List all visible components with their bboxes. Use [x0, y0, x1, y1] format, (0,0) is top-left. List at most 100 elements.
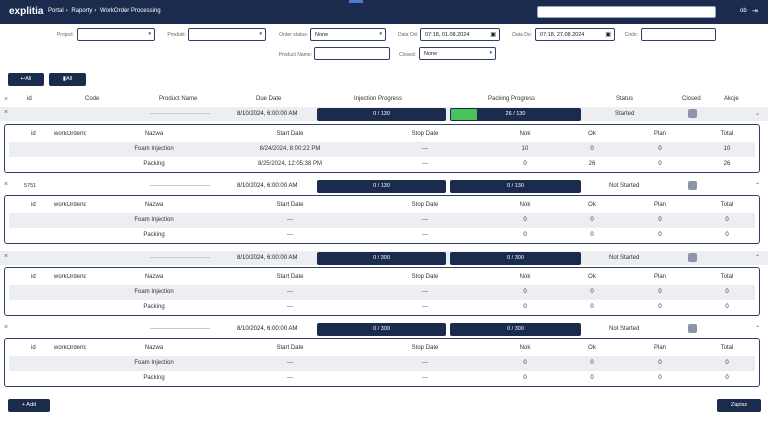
detail-header-cell[interactable]: Stop Date [411, 202, 439, 208]
detail-header-cell[interactable]: Plan [653, 131, 667, 137]
detail-cell: 0 [658, 161, 662, 167]
closed-checkbox[interactable] [688, 324, 697, 333]
detail-header-cell[interactable]: Total [720, 274, 734, 280]
chevron-down-icon: ▾ [379, 31, 382, 37]
calendar-icon[interactable]: ▣ [490, 32, 496, 38]
order-row[interactable]: × 5751 8/10/2024, 6:00:00 AM 0 / 130 0 / 130… [0, 179, 768, 193]
detail-cell: 0 [658, 289, 662, 295]
clear-all-icon[interactable]: × [4, 96, 9, 103]
detail-header-cell[interactable]: workOrderId [54, 131, 86, 137]
detail-cell: --- [422, 375, 428, 381]
header-code[interactable]: Code [85, 96, 100, 102]
detail-cell: 0 [590, 360, 594, 366]
detail-header-cell[interactable]: Stop Date [411, 345, 439, 351]
detail-header-cell[interactable]: Stop Date [411, 274, 439, 280]
detail-cell: 0 [590, 146, 594, 152]
detail-header-cell[interactable]: id [31, 202, 36, 208]
detail-header-cell[interactable]: Ok [588, 202, 596, 208]
date-from-input[interactable]: 07:18, 01.08.2024 ▣ [420, 28, 500, 41]
closed-checkbox[interactable] [688, 109, 697, 118]
header-product-name[interactable]: Product Name [159, 96, 198, 102]
detail-header-cell[interactable]: Plan [653, 202, 667, 208]
header-due-date[interactable]: Due Date [256, 96, 282, 102]
detail-cell: 0 [590, 289, 594, 295]
expand-caret-icon[interactable]: ⌃ [755, 326, 761, 332]
order-detail-panel: id workOrderId Nazwa Start Date Stop Date Nok… [4, 338, 760, 387]
expand-caret-icon[interactable]: ⌃ [755, 255, 761, 261]
expand-all-button[interactable]: ↩All [8, 73, 44, 86]
search-input[interactable] [537, 6, 716, 18]
order-status-select[interactable]: None ▾ [310, 28, 386, 41]
detail-header-cell[interactable]: Nok [519, 131, 531, 137]
expand-caret-icon[interactable]: ⌃ [755, 183, 761, 189]
detail-header-cell[interactable]: Nok [519, 202, 531, 208]
closed-select[interactable]: None ▾ [419, 47, 496, 60]
detail-header-cell[interactable]: Ok [588, 345, 596, 351]
detail-header-cell[interactable]: workOrderId [54, 345, 86, 351]
detail-header-cell[interactable]: Start Date [276, 131, 304, 137]
calendar-icon[interactable]: ▣ [605, 32, 611, 38]
detail-header-cell[interactable]: Ok [588, 131, 596, 137]
breadcrumb-raporty[interactable]: Raporty [71, 8, 93, 14]
collapse-all-button[interactable]: ▮All [49, 73, 86, 86]
breadcrumb-portal[interactable]: Portal [48, 8, 64, 14]
detail-row: Foam Injection --- --- 0 0 0 0 [9, 285, 755, 300]
close-icon[interactable]: × [4, 253, 9, 260]
detail-cell: --- [287, 289, 293, 295]
app-logo[interactable]: explitia [9, 6, 44, 17]
order-row[interactable]: × 8/10/2024, 6:00:00 AM 0 / 300 0 / 300 Not … [0, 322, 768, 336]
detail-header-cell[interactable]: Nok [519, 345, 531, 351]
project-select[interactable]: ▾ [77, 28, 155, 41]
detail-header-cell[interactable]: workOrderId [54, 202, 86, 208]
header-status[interactable]: Status [616, 96, 634, 102]
detail-header-cell[interactable]: Nok [519, 274, 531, 280]
detail-header-cell[interactable]: Ok [588, 274, 596, 280]
detail-header-cell[interactable]: Total [720, 345, 734, 351]
detail-cell: --- [287, 232, 293, 238]
date-to-input[interactable]: 07:18, 27.08.2024 ▣ [535, 28, 615, 41]
order-row[interactable]: × 8/10/2024, 6:00:00 AM 0 / 300 0 / 300 Not … [0, 251, 768, 265]
order-row[interactable]: × 8/10/2024, 6:00:00 AM 0 / 130 26 / 130 Sta… [0, 107, 768, 121]
detail-header-cell[interactable]: Plan [653, 274, 667, 280]
detail-header-cell[interactable]: Stop Date [411, 131, 439, 137]
detail-header-cell[interactable]: Total [720, 202, 734, 208]
detail-row: Foam Injection --- --- 0 0 0 0 [9, 356, 755, 371]
detail-header-cell[interactable]: Nazwa [144, 274, 164, 280]
expand-caret-icon[interactable]: ⌄ [755, 111, 761, 117]
detail-header-cell[interactable]: id [31, 274, 36, 280]
detail-header-cell[interactable]: Start Date [276, 202, 304, 208]
header-id[interactable]: id [27, 96, 32, 102]
detail-cell: 8/24/2024, 8:00:22 PM [259, 146, 321, 152]
close-icon[interactable]: × [4, 109, 9, 116]
header-packing-progress[interactable]: Packing Progress [488, 96, 536, 102]
header-injection-progress[interactable]: Injection Progress [354, 96, 403, 102]
detail-cell: --- [422, 217, 428, 223]
code-input[interactable] [641, 28, 716, 41]
detail-row: Packing 8/25/2024, 12:05:38 PM --- 0 26 0 26 [9, 157, 755, 172]
detail-header-cell[interactable]: Start Date [276, 274, 304, 280]
product-select[interactable]: ▾ [188, 28, 266, 41]
detail-header-cell[interactable]: Plan [653, 345, 667, 351]
order-due-date: 8/10/2024, 6:00:00 AM [237, 255, 298, 261]
detail-header-cell[interactable]: Start Date [276, 345, 304, 351]
user-initials[interactable]: ob [740, 8, 747, 14]
header-closed[interactable]: Closed [682, 96, 701, 102]
closed-checkbox[interactable] [688, 181, 697, 190]
detail-cell: --- [287, 360, 293, 366]
product-name-input[interactable] [314, 47, 390, 60]
detail-cell: 0 [725, 360, 729, 366]
add-button[interactable]: + Add [8, 399, 50, 412]
save-button[interactable]: Zapisz [717, 399, 761, 412]
detail-header-cell[interactable]: id [31, 345, 36, 351]
detail-header-cell[interactable]: Nazwa [144, 345, 164, 351]
detail-header-cell[interactable]: Total [720, 131, 734, 137]
detail-header-cell[interactable]: id [31, 131, 36, 137]
detail-header-cell[interactable]: Nazwa [144, 202, 164, 208]
logout-icon[interactable]: ⇥ [752, 8, 758, 15]
close-icon[interactable]: × [4, 181, 9, 188]
detail-header-cell[interactable]: workOrderId [54, 274, 86, 280]
close-icon[interactable]: × [4, 324, 9, 331]
detail-header-cell[interactable]: Nazwa [144, 131, 164, 137]
status-text: Not Started [609, 183, 640, 189]
closed-checkbox[interactable] [688, 253, 697, 262]
